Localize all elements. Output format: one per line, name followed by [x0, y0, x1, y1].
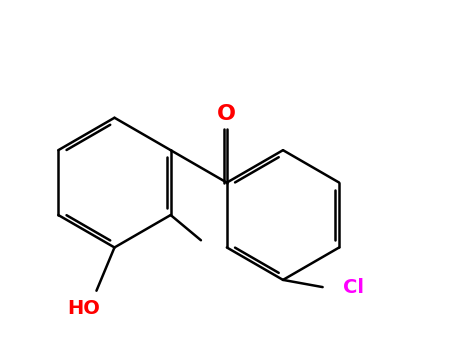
Text: Cl: Cl	[343, 277, 364, 296]
Text: O: O	[217, 103, 237, 124]
Text: HO: HO	[67, 299, 100, 318]
